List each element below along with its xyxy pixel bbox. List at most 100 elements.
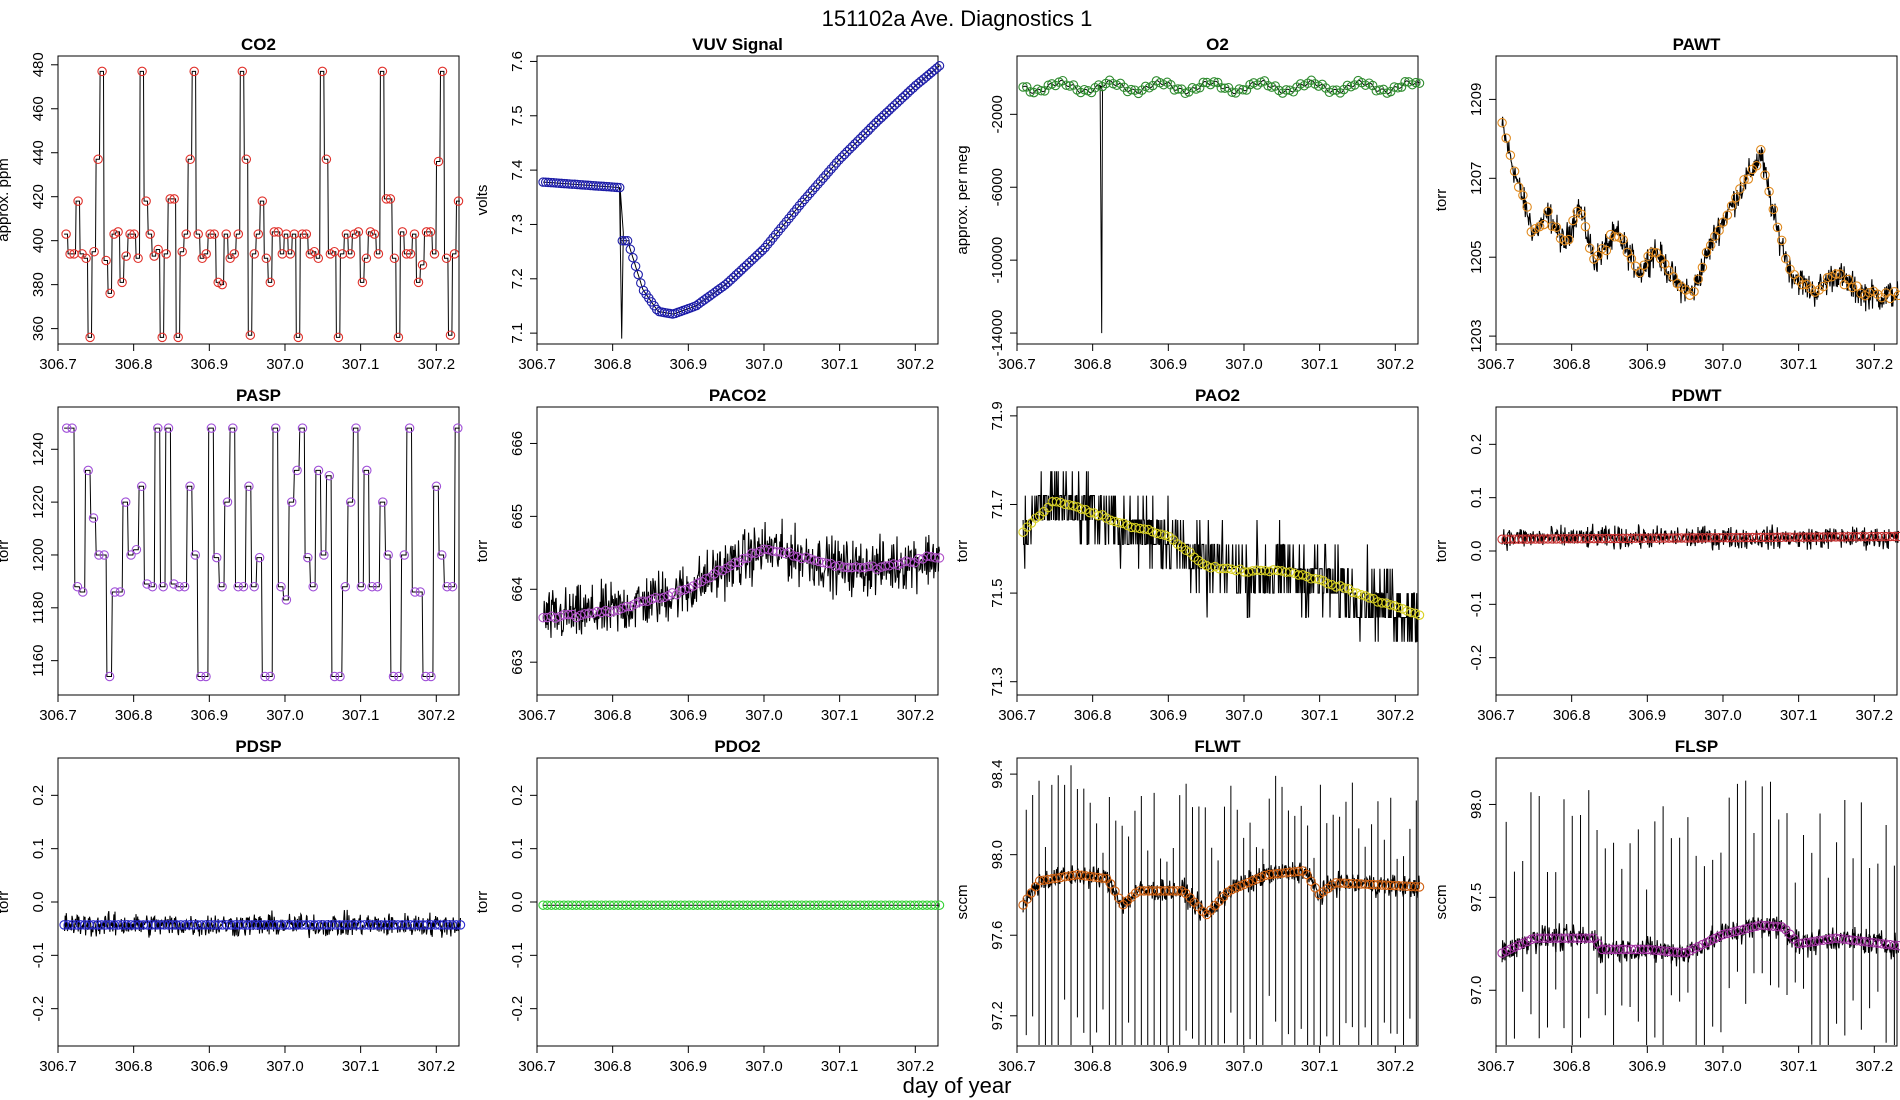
data-point: [441, 253, 452, 264]
x-tick-label: 307.2: [897, 1058, 935, 1075]
data-point: [1281, 85, 1291, 95]
data-point: [1018, 82, 1028, 92]
data-point: [1772, 921, 1783, 932]
data-point: [628, 252, 638, 263]
data-point: [1385, 600, 1396, 610]
data-point: [185, 481, 195, 492]
data-point: [1618, 234, 1628, 245]
data-point: [1609, 232, 1620, 242]
data-point: [153, 423, 163, 433]
y-tick-label: 0.2: [30, 785, 47, 806]
data-point: [1697, 262, 1708, 273]
data-point: [900, 90, 910, 101]
data-point: [642, 596, 653, 606]
data-point: [1356, 590, 1366, 600]
panel-pdwt: PDWT torr 306.7 306.8 306.9 307.0 307.1 307.2 -0…: [1433, 386, 1900, 724]
data-point: [1639, 260, 1649, 270]
data-point: [65, 249, 75, 259]
data-point: [372, 581, 383, 592]
panel-vuv-signal: VUV Signal volts 306.7 306.8 306.9 307.0 307.1…: [474, 35, 945, 373]
data-point: [762, 239, 773, 250]
plot-frame: [536, 55, 939, 345]
x-tick-label: 306.9: [191, 356, 229, 373]
data-point: [1076, 504, 1087, 514]
data-point: [784, 213, 794, 224]
data-point: [863, 561, 874, 572]
data-point: [1216, 83, 1227, 93]
data-point: [744, 257, 754, 268]
data-point: [730, 557, 740, 568]
data-point: [1085, 507, 1095, 518]
data-point: [1234, 84, 1245, 94]
data-point: [1302, 869, 1312, 880]
data-point: [177, 246, 187, 257]
data-trace: [1501, 523, 1900, 551]
data-point: [1751, 161, 1762, 171]
y-tick-label: 0.1: [509, 838, 526, 859]
data-point: [866, 123, 876, 133]
data-point: [741, 260, 752, 270]
y-tick-label: 665: [509, 504, 526, 529]
y-tick-label: 1203: [1468, 319, 1485, 352]
data-point: [1051, 497, 1062, 507]
data-point: [1893, 940, 1900, 951]
data-point: [217, 581, 227, 592]
data-trace: [64, 427, 460, 677]
panel-title: PASP: [236, 386, 281, 405]
data-point: [329, 671, 340, 682]
panel-title: VUV Signal: [692, 35, 783, 54]
panel-co2: CO2 approx. ppm 306.7 306.8 306.9 307.0 307.1 3…: [0, 35, 464, 373]
y-axis-label: torr: [1433, 540, 1450, 563]
y-tick-label: 1205: [1468, 241, 1485, 274]
data-point: [736, 265, 747, 275]
figure-xlabel: day of year: [903, 1073, 1012, 1098]
data-point: [659, 592, 669, 603]
x-tick-label: 307.0: [266, 707, 304, 724]
data-point: [169, 579, 179, 589]
data-point: [381, 194, 392, 204]
plot-frame: [1495, 55, 1898, 345]
plot-frame: [1016, 55, 1419, 345]
data-point: [313, 465, 324, 476]
y-tick-label: -10000: [989, 237, 1006, 284]
data-point: [221, 229, 231, 239]
data-point: [136, 481, 147, 492]
data-point: [142, 579, 152, 589]
data-point: [421, 227, 432, 237]
data-point: [93, 154, 103, 165]
y-tick-label: 71.3: [989, 667, 1006, 696]
data-point: [125, 229, 135, 239]
data-point: [1068, 80, 1079, 90]
x-tick-label: 306.9: [1150, 1058, 1188, 1075]
data-point: [1501, 133, 1511, 143]
x-tick-label: 306.8: [594, 707, 632, 724]
data-point: [760, 242, 770, 253]
data-point: [934, 900, 945, 910]
panel-title: O2: [1206, 35, 1229, 54]
data-point: [1393, 83, 1403, 93]
data-point: [1402, 606, 1412, 616]
data-point: [633, 269, 643, 280]
y-tick-label: -0.1: [1468, 591, 1485, 617]
data-point: [409, 229, 420, 239]
data-point: [692, 578, 703, 589]
y-tick-label: 460: [30, 96, 47, 121]
data-point: [749, 253, 760, 263]
data-point: [860, 128, 871, 138]
data-point: [739, 262, 749, 273]
data-point: [1889, 531, 1900, 542]
panel-title: PACO2: [709, 386, 766, 405]
y-tick-label: 440: [30, 140, 47, 165]
data-point: [254, 552, 265, 563]
data-point: [788, 551, 799, 561]
data-point: [241, 154, 252, 165]
data-point: [1114, 893, 1124, 904]
data-point: [383, 550, 393, 560]
data-point: [1835, 269, 1845, 279]
x-tick-label: 306.9: [1629, 356, 1667, 373]
x-tick-label: 307.0: [745, 356, 783, 373]
data-point: [655, 593, 665, 603]
data-point: [871, 117, 881, 128]
data-point: [260, 671, 270, 682]
data-point: [1501, 946, 1511, 956]
